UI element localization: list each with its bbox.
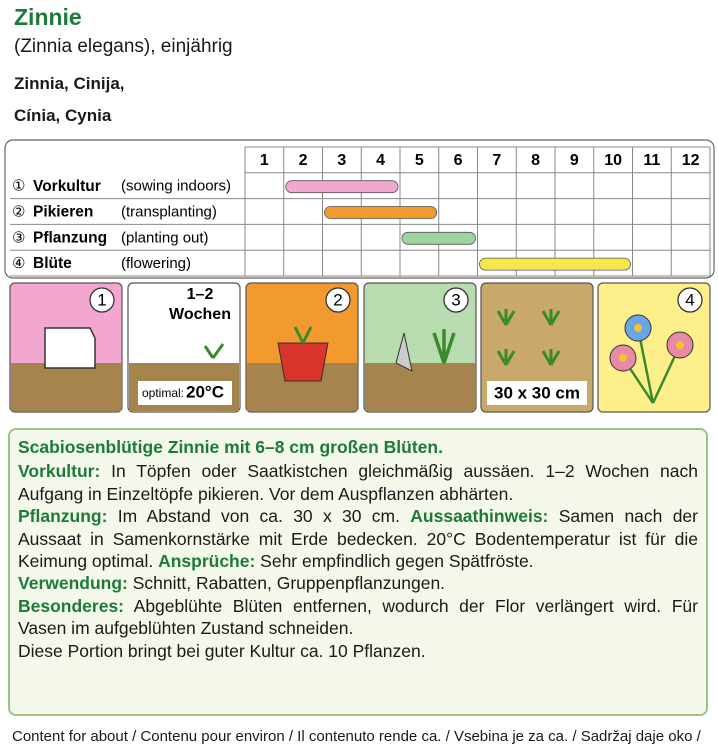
description-heading: Scabiosenblütige Zinnie mit 6–8 cm große… xyxy=(18,437,443,457)
badge-number: 4 xyxy=(685,290,694,309)
badge-number: 3 xyxy=(451,290,460,309)
badge-circle xyxy=(89,287,115,313)
plant-icon xyxy=(293,326,313,344)
row-number: ② xyxy=(12,203,25,220)
month-label: 8 xyxy=(531,152,540,169)
paragraph-label: Verwendung: xyxy=(18,573,128,594)
badge-number: 1 xyxy=(97,290,106,309)
period-bar xyxy=(285,180,399,194)
badge-circle xyxy=(325,287,351,313)
common-names: Zinnia, Cinija, xyxy=(14,74,125,93)
panel xyxy=(480,282,594,413)
pot xyxy=(277,342,329,382)
paragraph-label: Ansprüche: xyxy=(158,551,256,572)
plant-icon xyxy=(541,349,561,366)
month-label: 6 xyxy=(454,152,463,169)
row-number: ① xyxy=(12,178,25,195)
badge-number: 2 xyxy=(333,290,342,309)
common-names: Cínia, Cynia xyxy=(14,106,112,125)
paragraph-text: Sehr empfindlich gegen Spätfröste. xyxy=(255,551,534,572)
month-label: 2 xyxy=(299,152,308,169)
plant-icon xyxy=(496,349,516,366)
row-label: Vorkultur xyxy=(33,178,101,195)
flower-center xyxy=(634,324,642,332)
row-number: ③ xyxy=(12,229,25,246)
temp-label-bg xyxy=(138,381,232,405)
paragraph-label: Pflanzung: xyxy=(18,506,108,527)
paragraph: Pflanzung: Im Abstand von ca. 30 x 30 cm… xyxy=(18,505,698,572)
row-translation: (sowing indoors) xyxy=(121,178,231,195)
temp-note: optimal: xyxy=(142,386,184,400)
period-bar xyxy=(324,206,438,219)
month-label: 4 xyxy=(376,152,385,169)
period-bar xyxy=(479,257,631,271)
paragraph-text: Abgeblühte Blüten entfernen, wodurch der… xyxy=(18,595,698,639)
paragraph-label: Besonderes: xyxy=(18,595,125,616)
month-label: 5 xyxy=(415,152,424,169)
panel-heading: 1–2 Wochen xyxy=(169,286,231,323)
temp-value: 20°C xyxy=(186,382,224,401)
paragraph: Diese Portion bringt bei guter Kultur ca… xyxy=(18,640,698,662)
row-label: Pikieren xyxy=(33,204,93,221)
description-body: Vorkultur: In Töpfen oder Saatkistchen g… xyxy=(18,460,698,662)
paragraph-text: Im Abstand von ca. 30 x 30 cm. xyxy=(107,506,411,527)
paragraph: Besonderes: Abgeblühte Blüten entfernen,… xyxy=(18,595,698,640)
trowel xyxy=(395,332,413,372)
row-label: Pflanzung xyxy=(33,229,107,246)
period-bar xyxy=(401,231,476,245)
paragraph-text: Diese Portion bringt bei guter Kultur ca… xyxy=(18,640,426,661)
plant-icon xyxy=(432,329,456,364)
paragraph: Vorkultur: In Töpfen oder Saatkistchen g… xyxy=(18,460,698,505)
soil xyxy=(11,363,121,411)
title: Zinnie xyxy=(14,4,82,30)
month-label: 10 xyxy=(604,152,622,169)
plant-icon xyxy=(496,309,516,326)
footer: Content for about / Contenu pour environ… xyxy=(12,728,701,745)
flower-center xyxy=(676,341,684,349)
month-label: 7 xyxy=(492,152,501,169)
month-label: 3 xyxy=(337,152,346,169)
month-label: 9 xyxy=(570,152,579,169)
seed-packet xyxy=(44,327,96,369)
panel xyxy=(597,282,711,413)
paragraph-text: Schnitt, Rabatten, Gruppenpflanzungen. xyxy=(127,573,446,594)
description-box: Scabiosenblütige Zinnie mit 6–8 cm große… xyxy=(8,428,708,716)
plant-icon xyxy=(541,309,561,326)
row-number: ④ xyxy=(12,255,25,272)
paragraph: Verwendung: Schnitt, Rabatten, Gruppenpf… xyxy=(18,572,698,594)
row-translation: (planting out) xyxy=(121,229,209,246)
soil xyxy=(365,363,475,411)
caption-bg xyxy=(487,381,587,405)
plant-icon xyxy=(203,343,225,359)
row-label: Blüte xyxy=(33,255,72,272)
row-translation: (flowering) xyxy=(121,255,191,272)
badge-circle xyxy=(443,287,469,313)
row-translation: (transplanting) xyxy=(121,203,217,220)
paragraph-label: Vorkultur: xyxy=(18,461,101,482)
badge-circle xyxy=(677,287,703,313)
month-label: 12 xyxy=(682,152,700,169)
month-label: 1 xyxy=(260,152,269,169)
calendar: 1 2 3 4 5 6 7 8 9 10 11 12① Vorkultur (sowing indoors… xyxy=(4,139,715,413)
flower-center xyxy=(619,354,627,362)
month-label: 11 xyxy=(643,152,660,169)
paragraph-text: In Töpfen oder Saatkistchen gleichmäßig … xyxy=(18,461,698,504)
paragraph-label: Aussaathinweis: xyxy=(410,506,549,527)
subtitle: (Zinnia elegans), einjährig xyxy=(14,36,233,57)
caption: 30 x 30 cm xyxy=(494,383,580,402)
paragraph-text: Samen nach der Aussaat in Samenkornstärk… xyxy=(18,506,698,572)
